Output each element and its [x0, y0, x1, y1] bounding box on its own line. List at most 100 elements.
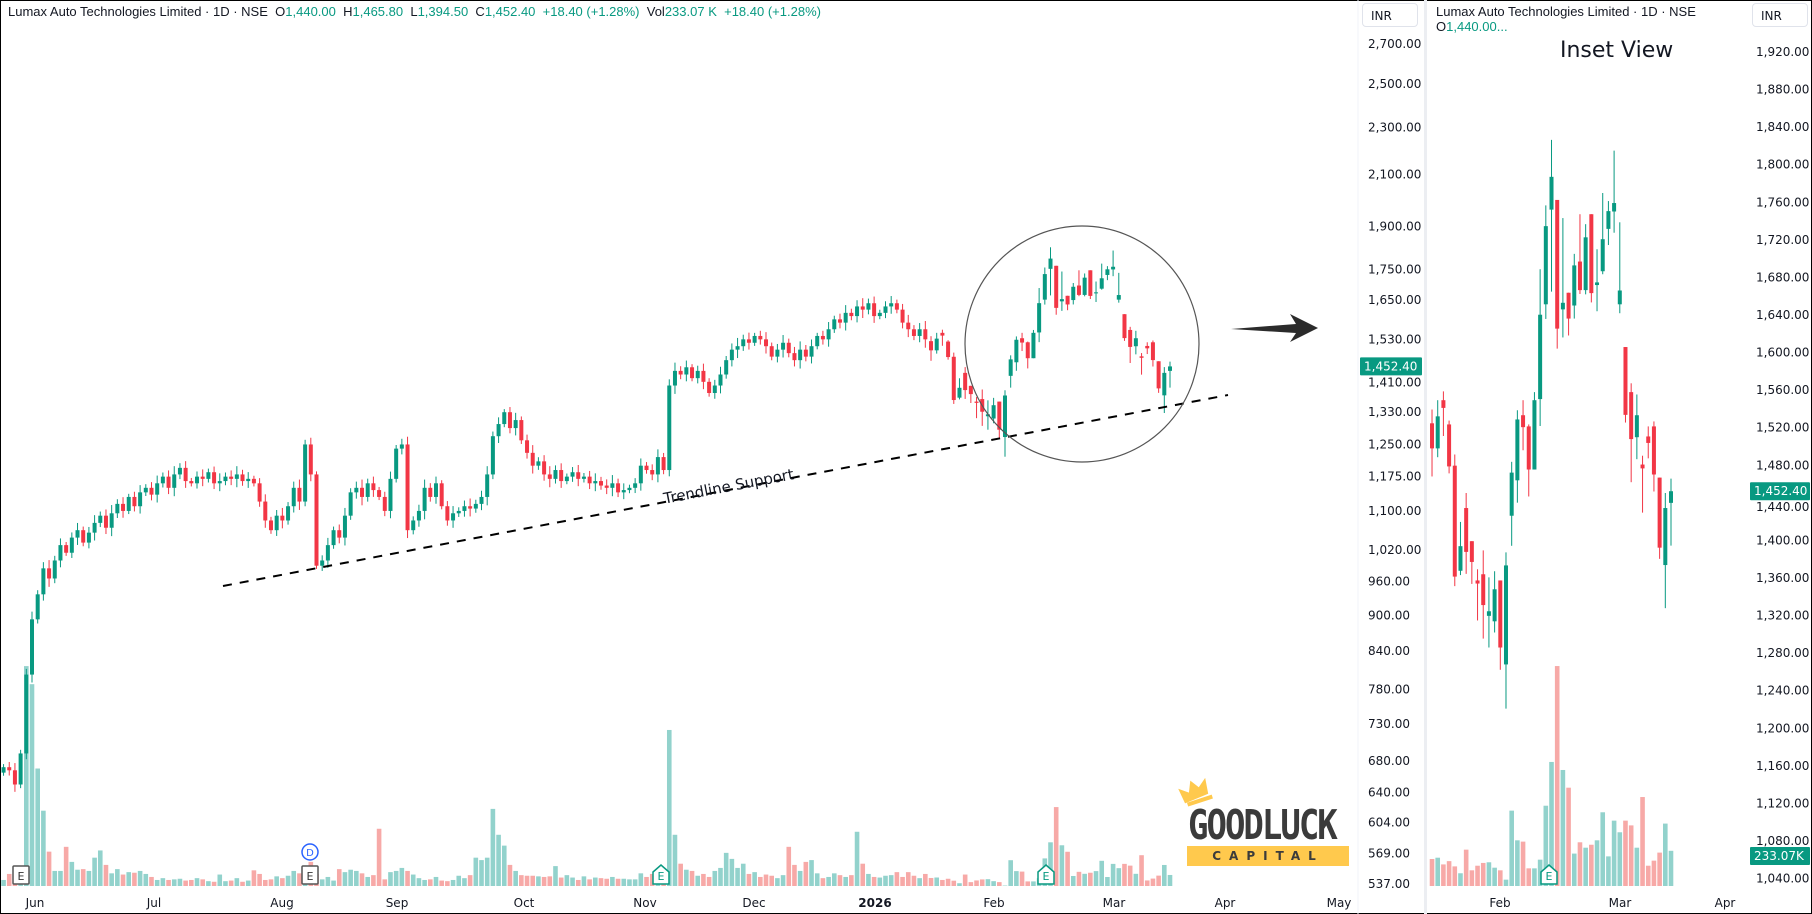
currency-button[interactable]: INR — [1362, 3, 1418, 27]
inset-candle-body — [1560, 302, 1565, 310]
main-volume-bar — [1099, 860, 1105, 886]
main-volume-bar — [1116, 868, 1122, 886]
main-x-tick-label: Sep — [386, 896, 409, 910]
main-volume-bar — [1139, 855, 1144, 886]
main-candle-body — [445, 506, 450, 521]
inset-symbol-legend[interactable]: Lumax Auto Technologies Limited · 1D · N… — [1436, 4, 1746, 34]
main-candle-body — [530, 452, 535, 466]
main-candle-body — [1014, 339, 1019, 363]
inset-earnings-marker[interactable]: E — [1540, 864, 1558, 885]
inset-candle-body — [1669, 491, 1673, 503]
main-candle-body — [422, 487, 427, 511]
main-volume-bar — [439, 880, 444, 886]
main-candle-body — [934, 338, 939, 351]
inset-y-tick-label: 1,040.00 — [1756, 872, 1809, 886]
main-candle-body — [587, 476, 592, 484]
main-candle-body — [860, 306, 865, 310]
inset-open-value: 1,440.00... — [1446, 19, 1508, 34]
main-candle-body — [1042, 274, 1047, 300]
arrow-icon — [1231, 314, 1318, 342]
main-volume-bar — [1127, 865, 1133, 886]
main-candle-body — [377, 490, 382, 497]
inset-candle-body — [1663, 508, 1668, 566]
high-value: 1,465.80 — [352, 4, 404, 19]
main-candle-body — [86, 532, 91, 543]
inset-volume-bar — [1668, 850, 1674, 886]
main-volume-bar — [206, 881, 211, 886]
main-candle-body — [132, 496, 137, 507]
main-candle-body — [490, 436, 495, 475]
inset-y-tick-label: 1,360.00 — [1756, 571, 1809, 585]
main-volume-bar — [820, 878, 826, 886]
main-volume-bar — [1110, 863, 1116, 886]
main-y-tick-label: 730.00 — [1368, 717, 1410, 731]
main-volume-bar — [809, 860, 814, 886]
inset-candle-body — [1651, 426, 1656, 475]
inset-volume-bar — [1634, 847, 1640, 886]
main-candle-body — [957, 387, 962, 398]
main-volume-bar — [570, 877, 575, 886]
main-candle-body — [604, 485, 609, 488]
main-candle-body — [240, 474, 245, 482]
inset-candle-body — [1469, 541, 1474, 562]
inset-candle-body — [1441, 400, 1446, 408]
main-volume-bar — [325, 876, 331, 886]
main-volume-bar — [1053, 807, 1059, 886]
crown-icon — [1178, 778, 1213, 807]
symbol-legend[interactable]: Lumax Auto Technologies Limited · 1D · N… — [8, 4, 821, 19]
main-candle-body — [610, 483, 615, 488]
main-volume-bar — [376, 828, 382, 886]
inset-volume-bar — [1589, 844, 1594, 886]
inset-volume-bar — [1509, 810, 1514, 886]
main-candle-body — [12, 770, 17, 785]
earnings-marker[interactable]: E — [1037, 864, 1055, 885]
main-y-tick-label: 960.00 — [1368, 575, 1410, 589]
main-y-tick-label: 2,100.00 — [1368, 168, 1421, 182]
main-volume-bar — [160, 878, 166, 886]
main-volume-bar — [433, 876, 439, 886]
main-candle-body — [462, 506, 467, 511]
inset-candle-body — [1435, 416, 1440, 449]
main-x-tick-label: May — [1327, 896, 1352, 910]
main-volume-bar — [194, 878, 200, 886]
inset-volume-bar — [1532, 868, 1537, 886]
inset-volume-bar — [1475, 865, 1480, 886]
main-candle-body — [968, 385, 973, 395]
main-volume-bar — [41, 810, 46, 886]
main-candle-body — [974, 401, 979, 403]
earnings-marker[interactable]: E — [652, 864, 670, 885]
earnings-marker[interactable]: E — [301, 865, 319, 885]
main-y-tick-label: 1,900.00 — [1368, 220, 1421, 234]
main-candle-body — [109, 513, 114, 528]
main-volume-bar — [86, 870, 92, 886]
pane-divider — [1424, 0, 1427, 914]
earnings-marker[interactable]: E — [12, 865, 30, 885]
goodluck-capital-logo: GOODLUCK CAPITAL — [1178, 778, 1350, 868]
inset-currency-button[interactable]: INR — [1752, 3, 1808, 27]
main-candle-body — [1008, 359, 1013, 376]
inset-last-price-label-bg — [1750, 482, 1810, 501]
earnings-marker-label: E — [1043, 870, 1050, 883]
main-volume-bar — [672, 834, 678, 886]
main-volume-bar — [268, 879, 274, 886]
main-volume-bar — [1059, 845, 1065, 886]
main-candle-body — [1168, 366, 1172, 371]
inset-pane — [1429, 139, 1674, 886]
earnings-marker-box — [12, 865, 30, 885]
inset-candle-body — [1549, 176, 1554, 210]
main-volume-bar — [365, 876, 371, 886]
dividend-marker[interactable]: D — [301, 843, 319, 861]
main-candle-body — [1054, 265, 1059, 308]
inset-volume-bar — [1566, 787, 1571, 886]
main-volume-bar — [189, 879, 194, 886]
main-volume-bar — [171, 879, 177, 886]
main-candle-body — [433, 483, 438, 497]
main-volume-bar — [940, 879, 945, 886]
main-volume-bar — [75, 869, 80, 886]
main-candle-body — [183, 467, 188, 482]
main-volume-bar — [490, 808, 496, 886]
main-candle-body — [991, 405, 996, 419]
main-volume-bar — [234, 878, 240, 886]
main-candle-body — [985, 414, 990, 417]
